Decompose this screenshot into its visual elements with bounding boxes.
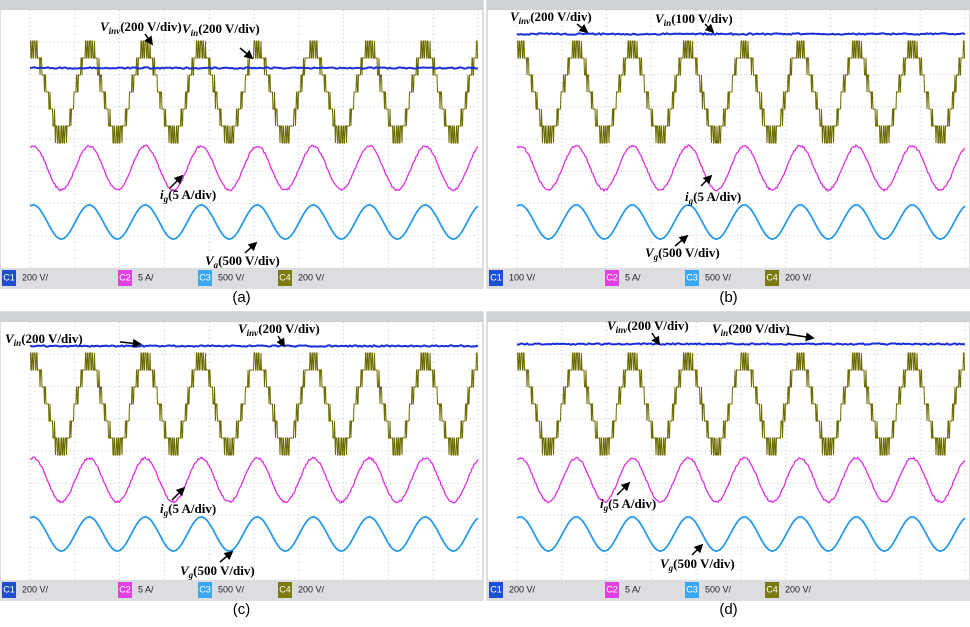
annotation-scale: (200 V/div) (198, 21, 260, 36)
channel-scale: 500 V/ (705, 584, 732, 594)
annotation: ig(5 A/div) (160, 187, 216, 204)
panel-caption: (d) (719, 601, 737, 618)
annotation-scale: (5 A/div) (168, 501, 216, 516)
annotation-scale: (500 V/div) (673, 556, 735, 571)
channel-scale: 200 V/ (22, 584, 49, 594)
channel-scale: 200 V/ (298, 584, 325, 594)
annotation-scale: (500 V/div) (218, 253, 280, 268)
annotation-scale: (500 V/div) (658, 245, 720, 260)
scope-panel: Vinv(200 V/div)Vin(100 V/div)ig(5 A/div)… (487, 0, 970, 288)
channel-scale: 200 V/ (22, 272, 49, 282)
panel-caption: (b) (719, 289, 737, 306)
scope-panel: Vinv(200 V/div)Vin(200 V/div)ig(5 A/div)… (0, 0, 483, 288)
channel-name: C1 (490, 272, 502, 282)
channel-name: C4 (279, 272, 291, 282)
annotation-scale: (100 V/div) (671, 11, 733, 26)
channel-scale: 5 A/ (625, 584, 641, 594)
annotation: ig(5 A/div) (160, 501, 216, 518)
channel-scale: 5 A/ (138, 272, 154, 282)
panel-caption: (c) (233, 601, 251, 618)
channel-name: C1 (3, 272, 15, 282)
annotation-scale: (200 V/div) (728, 321, 790, 336)
scope-panel: Vinv(200 V/div)Vin(200 V/div)ig(5 A/div)… (487, 312, 970, 600)
menu-bar (0, 0, 483, 10)
channel-name: C3 (199, 272, 211, 282)
annotation-subscript: in (721, 328, 729, 338)
dc-voltage-trace (30, 345, 478, 346)
scope-background (0, 0, 483, 288)
annotation-subscript: in (191, 28, 199, 38)
annotation-subscript: in (664, 18, 672, 28)
annotation-scale: (500 V/div) (193, 563, 255, 578)
annotation-scale: (5 A/div) (693, 189, 741, 204)
scope-background (487, 0, 970, 288)
dc-voltage-trace (517, 343, 965, 344)
annotation-subscript: in (14, 338, 22, 348)
scope-panel: Vin(200 V/div)Vinv(200 V/div)ig(5 A/div)… (0, 312, 483, 600)
channel-name: C2 (606, 272, 618, 282)
channel-name: C2 (119, 272, 131, 282)
channel-name: C4 (766, 272, 778, 282)
channel-scale: 100 V/ (509, 272, 536, 282)
annotation: ig(5 A/div) (600, 496, 656, 513)
channel-name: C1 (3, 584, 15, 594)
channel-name: C4 (766, 584, 778, 594)
channel-scale: 5 A/ (138, 584, 154, 594)
channel-name: C3 (686, 584, 698, 594)
channel-name: C3 (199, 584, 211, 594)
annotation-scale: (200 V/div) (627, 318, 689, 333)
panel-caption: (a) (232, 289, 250, 306)
channel-name: C3 (686, 272, 698, 282)
annotation-scale: (200 V/div) (21, 331, 83, 346)
annotation: ig(5 A/div) (685, 189, 741, 206)
channel-name: C1 (490, 584, 502, 594)
annotation-scale: (5 A/div) (608, 496, 656, 511)
figure: Vinv(200 V/div)Vin(200 V/div)ig(5 A/div)… (0, 0, 970, 622)
channel-scale: 500 V/ (218, 584, 245, 594)
channel-scale: 5 A/ (625, 272, 641, 282)
annotation-scale: (200 V/div) (530, 9, 592, 24)
annotation-scale: (5 A/div) (168, 187, 216, 202)
channel-scale: 500 V/ (218, 272, 245, 282)
channel-scale: 200 V/ (298, 272, 325, 282)
annotation-scale: (200 V/div) (258, 321, 320, 336)
channel-name: C2 (606, 584, 618, 594)
channel-name: C2 (119, 584, 131, 594)
channel-scale: 500 V/ (705, 272, 732, 282)
dc-voltage-trace (30, 67, 478, 68)
channel-name: C4 (279, 584, 291, 594)
scope-background (0, 312, 483, 600)
channel-scale: 200 V/ (785, 272, 812, 282)
channel-scale: 200 V/ (509, 584, 536, 594)
channel-scale: 200 V/ (785, 584, 812, 594)
annotation-scale: (200 V/div) (120, 19, 182, 34)
dc-voltage-trace (517, 33, 965, 34)
